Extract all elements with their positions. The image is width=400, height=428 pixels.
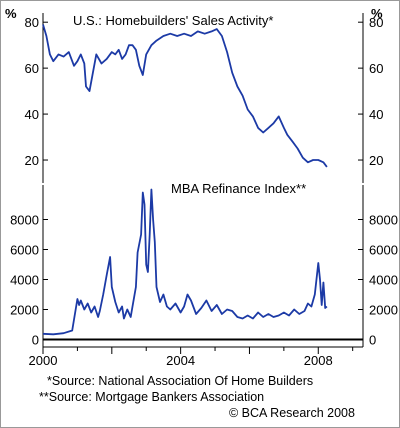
top-ytick-label-right: 40 [369, 107, 383, 122]
source-note-nahb: *Source: National Association Of Home Bu… [47, 374, 314, 388]
bottom-ytick-label-right: 8000 [369, 213, 398, 228]
x-tick-label: 2004 [166, 353, 195, 368]
bottom-ytick-label-right: 4000 [369, 273, 398, 288]
bottom-series-line-0 [42, 188, 328, 336]
top-ylabel-right: % [371, 6, 383, 21]
bottom-ytick-label-left: 8000 [10, 213, 39, 228]
bottom-ytick-label-left: 2000 [10, 303, 39, 318]
top-ytick-label-left: 40 [25, 107, 39, 122]
bottom-ytick-label-right: 0 [369, 333, 376, 348]
bottom-panel: 0 0 2000 2000 4000 4000 6000 6000 8000 8000 MBA Re… [10, 181, 398, 348]
source-note-mba: **Source: Mortgage Bankers Association [39, 390, 265, 404]
bottom-ytick-label-left: 4000 [10, 273, 39, 288]
top-ytick-label-right: 60 [369, 61, 383, 76]
bottom-ytick-label-right: 6000 [369, 243, 398, 258]
top-series-line-0 [42, 24, 328, 168]
bottom-ytick-label-left: 6000 [10, 243, 39, 258]
top-ytick-label-left: 20 [25, 153, 39, 168]
top-ytick-label-right: 20 [369, 153, 383, 168]
copyright-note: © BCA Research 2008 [229, 406, 355, 420]
top-ytick-label-right: 80 [369, 15, 383, 30]
top-ytick-label-left: 80 [25, 15, 39, 30]
x-axis: 2000 2004 2008 [29, 346, 363, 368]
top-ytick-label-left: 60 [25, 61, 39, 76]
bottom-ytick-label-right: 2000 [369, 303, 398, 318]
x-tick-label: 2000 [29, 353, 58, 368]
top-ylabel-left: % [5, 6, 17, 21]
top-panel: 20 20 40 40 60 60 80 80% % U.S.: Homebuilders' Sa… [5, 6, 383, 183]
top-chart-title: U.S.: Homebuilders' Sales Activity* [73, 13, 273, 28]
bottom-chart-title: MBA Refinance Index** [171, 181, 306, 196]
chart-svg: 20 20 40 40 60 60 80 80% % U.S.: Homebuilders' Sa… [5, 6, 398, 368]
bottom-ytick-label-left: 0 [32, 333, 39, 348]
x-tick-label: 2008 [304, 353, 333, 368]
